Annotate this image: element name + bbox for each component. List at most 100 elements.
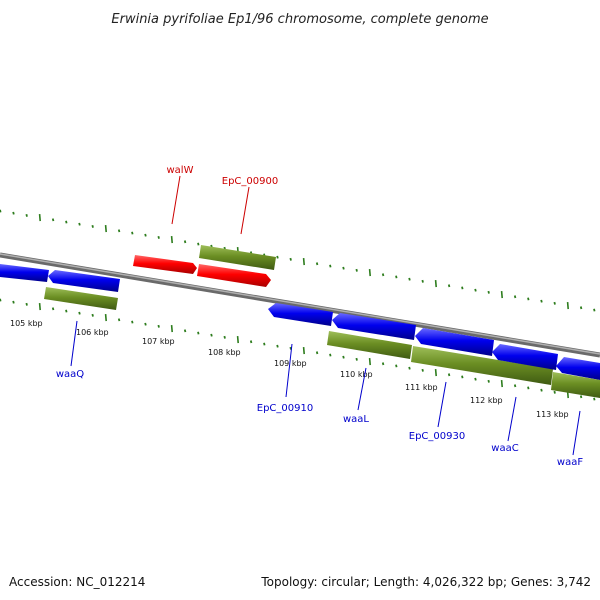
scale-label: 112 kbp — [470, 396, 503, 405]
minor-tick — [315, 351, 319, 355]
minor-tick — [183, 240, 187, 244]
gene-label-EpC_00900[interactable]: EpC_00900 — [222, 176, 278, 187]
minor-tick — [65, 220, 68, 224]
minor-tick — [144, 233, 147, 237]
inner-tick-ring — [0, 298, 596, 401]
minor-tick — [78, 222, 81, 226]
minor-tick — [117, 229, 121, 233]
minor-tick — [553, 390, 556, 394]
scale-label: 105 kbp — [10, 319, 43, 328]
feature-waaF[interactable] — [556, 357, 600, 380]
gene-label-EpC_00930[interactable]: EpC_00930 — [409, 431, 465, 442]
major-tick — [236, 336, 239, 344]
minor-tick — [25, 302, 28, 306]
minor-tick — [487, 379, 490, 383]
scale-label: 109 kbp — [274, 359, 307, 368]
minor-tick — [579, 395, 583, 399]
minor-tick — [78, 311, 81, 315]
minor-tick — [540, 299, 543, 303]
minor-tick — [183, 329, 187, 333]
scale-label: 108 kbp — [208, 348, 241, 357]
minor-tick — [395, 275, 398, 279]
major-tick — [38, 303, 41, 311]
major-tick — [170, 325, 173, 333]
minor-tick — [461, 375, 464, 379]
outer-tick-ring — [0, 209, 596, 312]
minor-tick — [210, 333, 213, 337]
minor-tick — [474, 288, 477, 292]
major-tick — [566, 302, 569, 310]
major-tick — [368, 358, 371, 366]
feature-EpC_00910[interactable] — [268, 303, 333, 326]
minor-tick — [197, 331, 200, 335]
minor-tick — [342, 355, 345, 359]
minor-tick — [461, 286, 464, 290]
minor-tick — [447, 284, 451, 288]
minor-tick — [276, 344, 279, 348]
minor-tick — [131, 320, 134, 324]
feature-walW[interactable] — [133, 255, 197, 274]
feature-waaL[interactable] — [332, 313, 416, 340]
minor-tick — [91, 224, 94, 228]
minor-tick — [223, 335, 226, 339]
genome-summary: Topology: circular; Length: 4,026,322 bp… — [260, 575, 591, 589]
gene-label-waaL[interactable]: waaL — [343, 414, 369, 425]
major-tick — [368, 269, 371, 277]
leader-EpC_00930 — [437, 381, 447, 428]
leader-EpC_00910 — [285, 343, 293, 398]
feature-waaF-cds[interactable] — [551, 372, 600, 398]
minor-tick — [12, 300, 15, 304]
feature-EpC_00900[interactable] — [197, 264, 271, 287]
major-tick — [104, 225, 107, 233]
minor-tick — [25, 213, 28, 217]
minor-tick — [474, 377, 477, 381]
minor-tick — [329, 353, 332, 357]
feature-EpC_00930[interactable] — [415, 328, 494, 356]
minor-tick — [553, 301, 556, 305]
leader-waaC — [507, 396, 517, 442]
feature-waaQ-cds[interactable] — [44, 287, 118, 310]
map-title: Erwinia pyrifoliae Ep1/96 chromosome, co… — [111, 12, 488, 27]
gene-label-waaQ[interactable]: waaQ — [56, 369, 84, 380]
leader-waaQ — [70, 320, 78, 367]
feature-waaQ-upstream[interactable] — [0, 264, 49, 282]
scale-label: 113 kbp — [536, 410, 569, 419]
minor-tick — [51, 307, 55, 311]
feature-EpC_00900-cds[interactable] — [199, 245, 276, 270]
minor-tick — [51, 218, 55, 222]
major-tick — [434, 280, 437, 288]
minor-tick — [381, 362, 385, 366]
leader-EpC_00900 — [240, 186, 250, 235]
major-tick — [500, 380, 503, 388]
minor-tick — [381, 273, 385, 277]
minor-tick — [144, 322, 147, 326]
gene-label-waaF[interactable]: waaF — [557, 457, 583, 468]
major-tick — [302, 347, 305, 355]
minor-tick — [0, 298, 2, 302]
minor-tick — [263, 342, 266, 346]
major-tick — [434, 369, 437, 377]
leader-waaF — [572, 410, 581, 456]
minor-tick — [527, 386, 530, 390]
scale-labels: 105 kbp 106 kbp 107 kbp 108 kbp 109 kbp … — [10, 319, 569, 419]
feature-waaC[interactable] — [492, 344, 558, 370]
minor-tick — [289, 257, 292, 261]
minor-tick — [157, 235, 160, 239]
minor-tick — [355, 268, 358, 272]
minor-tick — [513, 384, 517, 388]
gene-label-waaC[interactable]: waaC — [491, 443, 518, 454]
gene-label-walW[interactable]: walW — [167, 165, 194, 176]
feature-EpC_00930-cds[interactable] — [411, 346, 553, 385]
major-tick — [38, 214, 41, 222]
minor-tick — [329, 264, 332, 268]
minor-tick — [276, 255, 279, 259]
major-tick — [104, 314, 107, 322]
feature-waaQ[interactable] — [48, 270, 120, 292]
feature-waaL-cds[interactable] — [327, 331, 412, 359]
major-tick — [500, 291, 503, 299]
minor-tick — [593, 308, 596, 312]
minor-tick — [540, 388, 543, 392]
gene-label-EpC_00910[interactable]: EpC_00910 — [257, 403, 313, 414]
scale-label: 111 kbp — [405, 383, 438, 392]
